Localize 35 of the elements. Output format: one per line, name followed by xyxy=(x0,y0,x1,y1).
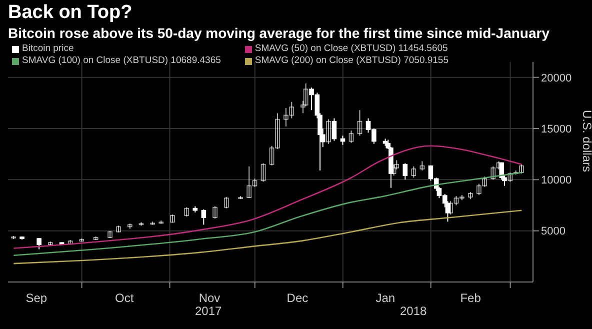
text: 2018 xyxy=(400,304,427,318)
legend-label: Bitcoin price xyxy=(22,43,74,55)
y-tick-label: 15000 xyxy=(541,123,572,136)
candlestick xyxy=(411,166,416,178)
candlestick xyxy=(260,162,266,182)
legend-label: SMAVG (100) on Close (XBTUSD) 10689.4365 xyxy=(22,55,221,67)
x-tick-label: Nov xyxy=(198,291,220,305)
candlestick xyxy=(348,130,354,144)
candlestick xyxy=(36,238,42,250)
candlestick xyxy=(357,110,362,136)
x-tick-label: Dec xyxy=(286,291,308,305)
text: 2017 xyxy=(195,304,222,318)
chart-title: Back on Top? xyxy=(8,2,132,24)
line-series xyxy=(13,145,522,249)
candlestick xyxy=(201,208,206,226)
x-tick-label: Jan xyxy=(376,291,396,305)
line-series xyxy=(13,172,522,256)
line-series xyxy=(13,210,522,264)
y-tick-label: 10000 xyxy=(541,174,572,187)
y-tick-label: 5000 xyxy=(541,226,566,238)
candlestick xyxy=(184,206,190,218)
candlestick xyxy=(127,223,132,230)
x-tick-label: Oct xyxy=(115,291,134,305)
candlestick xyxy=(402,162,408,180)
legend-label: SMAVG (50) on Close (XBTUSD) 11454.5605 xyxy=(254,43,448,55)
x-tick-label: Feb xyxy=(460,291,482,305)
candlestick xyxy=(490,166,496,180)
candlestick xyxy=(519,164,524,174)
candlestick xyxy=(212,206,218,220)
y-axis-title: U.S. dollars xyxy=(580,110,592,172)
y-tick-label: 20000 xyxy=(541,72,572,84)
legend-label: SMAVG (200) on Close (XBTUSD) 7050.9155 xyxy=(254,55,448,67)
candlestick xyxy=(420,160,425,171)
candlestick xyxy=(224,196,229,209)
chart-subtitle: Bitcoin rose above its 50-day moving average for the first time since mid-January xyxy=(8,25,550,41)
